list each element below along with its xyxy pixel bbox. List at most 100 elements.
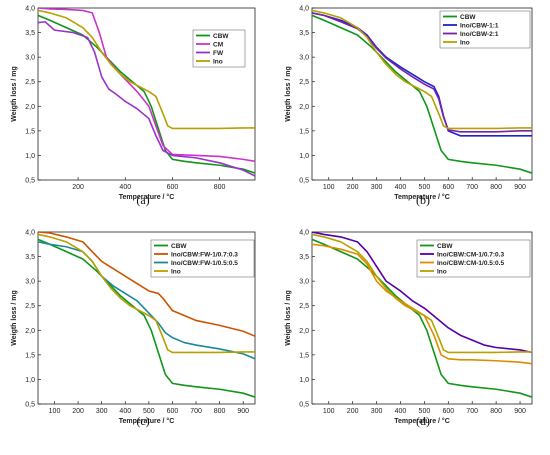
- y-tick-label: 3,5: [299, 254, 309, 261]
- x-axis-label: Temperature / °C: [119, 193, 175, 201]
- x-tick-label: 800: [214, 184, 226, 191]
- x-tick-label: 300: [371, 408, 383, 415]
- y-tick-label: 1,5: [25, 352, 35, 359]
- legend-entry: Ino: [213, 58, 223, 65]
- x-tick-label: 600: [167, 408, 179, 415]
- x-tick-label: 200: [72, 184, 84, 191]
- plot-frame: [37, 7, 256, 181]
- series-line-ino: [312, 9, 532, 130]
- legend-entry: Ino/CBW:FW-1/0.5:0.5: [171, 260, 238, 267]
- x-tick-label: 500: [419, 184, 431, 191]
- x-tick-label: 100: [323, 184, 335, 191]
- y-tick-label: 1,0: [299, 377, 309, 384]
- series-line-cm: [38, 8, 255, 163]
- legend-box: [416, 239, 531, 278]
- y-tick-label: 3,0: [25, 279, 35, 286]
- chart-panel-c: 100 200 300 400 500 600 700 800 900 0,5 1,0 1,5 2,0 2…: [11, 230, 256, 428]
- plot-frame: [311, 7, 533, 181]
- legend-entry: Ino: [460, 39, 470, 46]
- y-tick-label: 1,5: [299, 128, 309, 135]
- panel-caption: (d): [416, 414, 430, 428]
- x-tick-label: 400: [395, 184, 407, 191]
- x-tick-label: 400: [119, 408, 131, 415]
- legend-entry: CBW: [437, 243, 453, 250]
- x-tick-label: 400: [119, 184, 131, 191]
- x-tick-label: 200: [347, 184, 359, 191]
- y-tick-label: 0,5: [299, 402, 309, 409]
- x-tick-label: 600: [442, 184, 454, 191]
- y-tick-label: 2,5: [25, 303, 35, 310]
- y-tick-label: 4,0: [299, 6, 309, 13]
- x-tick-label: 900: [237, 408, 249, 415]
- y-axis-label: Weigth loss / mg: [11, 290, 18, 346]
- y-tick-label: 1,5: [25, 128, 35, 135]
- x-tick-label: 800: [490, 184, 502, 191]
- y-tick-label: 2,0: [299, 104, 309, 111]
- plot-frame: [311, 231, 533, 405]
- y-tick-label: 3,5: [299, 30, 309, 37]
- legend-entry: Ino: [171, 268, 181, 275]
- series-line-ino-cbw-fw-1-0-7-0-3: [38, 232, 255, 337]
- y-tick-label: 2,0: [299, 328, 309, 335]
- y-tick-label: 0,5: [299, 178, 309, 185]
- y-tick-label: 4,0: [25, 6, 35, 13]
- x-tick-label: 900: [514, 184, 526, 191]
- x-tick-label: 700: [466, 184, 478, 191]
- y-tick-label: 4,0: [25, 230, 35, 237]
- panel-caption: (a): [136, 193, 149, 207]
- x-tick-label: 500: [419, 408, 431, 415]
- y-tick-label: 3,5: [25, 30, 35, 37]
- x-tick-label: 100: [49, 408, 61, 415]
- x-tick-label: 800: [214, 408, 226, 415]
- legend-entry: Ino/CBW:CM-1/0.7:0.3: [437, 251, 504, 258]
- series-line-cbw: [38, 238, 255, 398]
- y-tick-label: 1,5: [299, 352, 309, 359]
- chart-panel-d: 100 200 300 400 500 600 700 800 900 0,5 1,0 1,5 2,0 2…: [285, 230, 533, 428]
- legend-entry: Ino: [437, 268, 447, 275]
- x-tick-label: 500: [143, 408, 155, 415]
- legend-entry: CM: [213, 41, 223, 48]
- legend-entry: CBW: [171, 243, 187, 250]
- series-line-ino: [38, 9, 255, 130]
- chart-panel-b: 100 200 300 400 500 600 700 800 900 0,5 1,0 1,5 2,0 2…: [285, 6, 533, 207]
- legend-entry: CBW: [213, 33, 229, 40]
- y-tick-label: 3,0: [299, 55, 309, 62]
- legend-entry: CBW: [460, 14, 476, 21]
- x-tick-label: 600: [167, 184, 179, 191]
- legend-entry: FW: [213, 50, 224, 57]
- x-tick-label: 300: [96, 408, 108, 415]
- y-axis-label: Weigth loss / mg: [11, 66, 18, 122]
- x-tick-label: 200: [72, 408, 84, 415]
- panel-caption: (c): [136, 414, 149, 428]
- x-axis-label: Temperature / °C: [394, 193, 450, 201]
- series-line-ino: [38, 233, 255, 354]
- y-tick-label: 2,5: [299, 303, 309, 310]
- x-tick-label: 700: [190, 408, 202, 415]
- y-tick-label: 2,5: [25, 79, 35, 86]
- chart-panel-a: 200 400 600 800 0,5 1,0 1,5 2,0 2,5 3,0 3,5 4,0 Temp…: [11, 6, 256, 207]
- y-tick-label: 1,0: [25, 377, 35, 384]
- x-tick-label: 200: [347, 408, 359, 415]
- x-tick-label: 600: [442, 408, 454, 415]
- y-tick-label: 3,5: [25, 254, 35, 261]
- series-line-fw: [38, 20, 255, 177]
- y-tick-label: 3,0: [299, 279, 309, 286]
- legend-box: [150, 239, 255, 278]
- x-tick-label: 800: [490, 408, 502, 415]
- series-line-ino-cbw-cm-1-0-7-0-3: [312, 232, 532, 354]
- y-axis-label: Weigth loss / mg: [285, 66, 292, 122]
- x-tick-label: 700: [466, 408, 478, 415]
- series-line-cbw: [38, 14, 255, 174]
- y-tick-label: 4,0: [299, 230, 309, 237]
- x-axis-label: Temperature / °C: [394, 417, 450, 425]
- x-tick-label: 100: [323, 408, 335, 415]
- y-tick-label: 0,5: [25, 402, 35, 409]
- series-line-ino: [312, 233, 532, 354]
- series-line-cbw: [312, 238, 532, 398]
- legend-entry: Ino/CBW-2:1: [460, 31, 499, 38]
- x-axis-label: Temperature / °C: [119, 417, 175, 425]
- y-tick-label: 3,0: [25, 55, 35, 62]
